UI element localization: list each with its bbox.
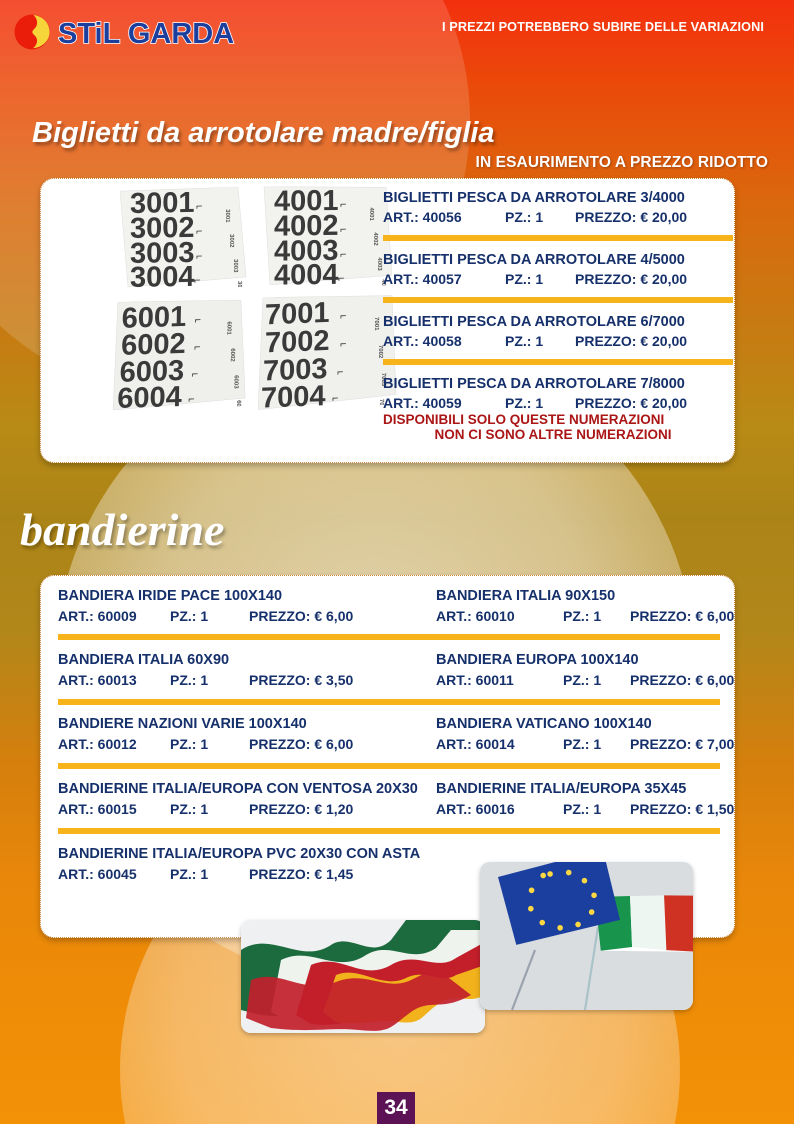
svg-text:STiL GARDA: STiL GARDA	[58, 18, 234, 50]
svg-text:4002: 4002	[372, 232, 378, 246]
svg-text:⌐: ⌐	[194, 275, 200, 287]
svg-text:6002: 6002	[229, 348, 235, 362]
svg-text:3001: 3001	[224, 209, 230, 223]
svg-text:⌐: ⌐	[338, 273, 344, 285]
svg-text:⌐: ⌐	[340, 224, 346, 236]
svg-text:⌐: ⌐	[196, 226, 202, 238]
svg-text:3004: 3004	[130, 261, 195, 289]
svg-text:3002: 3002	[228, 234, 234, 248]
svg-text:7001: 7001	[373, 317, 379, 331]
svg-text:4003: 4003	[376, 257, 382, 271]
svg-text:⌐: ⌐	[192, 368, 199, 380]
svg-text:⌐: ⌐	[196, 251, 202, 263]
svg-text:6004: 6004	[117, 381, 182, 410]
svg-text:4004: 4004	[274, 259, 339, 287]
svg-text:⌐: ⌐	[337, 366, 343, 378]
svg-text:⌐: ⌐	[340, 338, 346, 350]
svg-text:6001: 6001	[225, 321, 231, 335]
svg-text:⌐: ⌐	[196, 201, 202, 213]
svg-text:6003: 6003	[232, 375, 238, 389]
svg-text:⌐: ⌐	[340, 249, 346, 261]
svg-text:⌐: ⌐	[194, 341, 201, 353]
svg-text:⌐: ⌐	[340, 199, 346, 211]
svg-text:7004: 7004	[261, 380, 325, 410]
svg-text:⌐: ⌐	[188, 394, 195, 406]
svg-text:⌐: ⌐	[194, 314, 201, 326]
svg-text:4001: 4001	[368, 207, 374, 221]
svg-text:3003: 3003	[232, 259, 238, 273]
svg-text:⌐: ⌐	[332, 393, 338, 405]
svg-text:⌐: ⌐	[340, 310, 346, 322]
